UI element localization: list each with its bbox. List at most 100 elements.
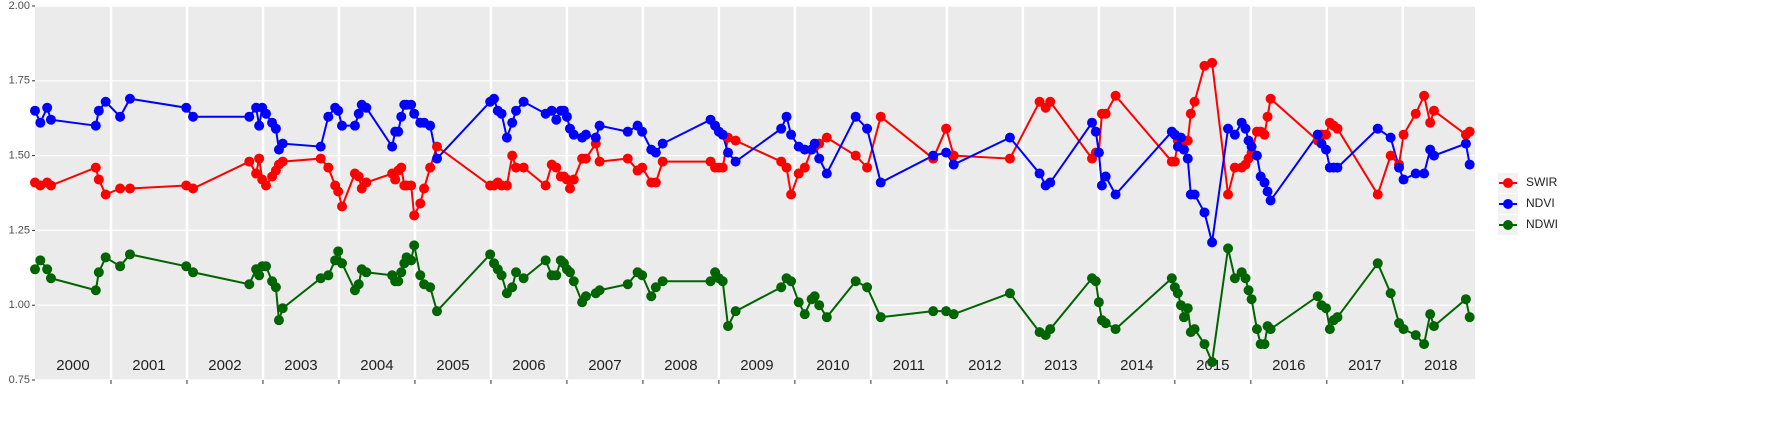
data-point xyxy=(115,261,126,272)
data-point xyxy=(705,276,716,287)
data-point xyxy=(353,279,364,290)
data-point xyxy=(1034,168,1045,179)
data-point xyxy=(244,111,255,122)
data-point xyxy=(1246,141,1257,152)
data-point xyxy=(1394,162,1405,173)
data-point xyxy=(862,123,873,134)
data-point xyxy=(1166,273,1177,284)
legend-label: NDVI xyxy=(1526,196,1555,210)
data-point xyxy=(323,270,334,281)
data-point xyxy=(657,276,668,287)
data-point xyxy=(1087,117,1098,128)
data-point xyxy=(717,162,728,173)
data-point xyxy=(941,147,952,158)
data-point xyxy=(1385,150,1396,161)
data-point xyxy=(637,270,648,281)
data-point xyxy=(875,111,886,122)
data-point xyxy=(1321,303,1332,314)
data-point xyxy=(511,267,522,278)
data-point xyxy=(809,138,820,149)
data-point xyxy=(1385,132,1396,143)
data-point xyxy=(1199,207,1210,218)
data-point xyxy=(941,306,952,317)
data-point xyxy=(361,102,372,113)
data-point xyxy=(244,279,255,290)
data-point xyxy=(1464,159,1475,170)
data-point xyxy=(254,153,265,164)
data-point xyxy=(124,183,135,194)
data-point xyxy=(1100,318,1111,329)
data-point xyxy=(1090,126,1101,137)
data-point xyxy=(1398,129,1409,140)
data-point xyxy=(1004,153,1015,164)
data-point xyxy=(124,93,135,104)
data-point xyxy=(409,210,420,221)
year-label: 2010 xyxy=(816,357,849,374)
data-point xyxy=(650,147,661,158)
data-point xyxy=(511,162,522,173)
year-label: 2001 xyxy=(132,357,165,374)
y-tick-label: 1.75 xyxy=(9,75,30,87)
data-point xyxy=(261,261,272,272)
data-point xyxy=(1246,294,1257,305)
data-point xyxy=(1312,291,1323,302)
data-point xyxy=(1419,90,1430,101)
data-point xyxy=(315,153,326,164)
data-point xyxy=(100,252,111,263)
data-point xyxy=(333,186,344,197)
data-point xyxy=(507,282,518,293)
data-point xyxy=(821,132,832,143)
data-point xyxy=(1045,96,1056,107)
data-point xyxy=(850,111,861,122)
data-point xyxy=(100,96,111,107)
data-point xyxy=(315,141,326,152)
data-point xyxy=(1425,309,1436,320)
legend-point xyxy=(1503,199,1513,209)
legend-label: NDWI xyxy=(1526,217,1558,231)
legend-label: SWIR xyxy=(1526,175,1558,189)
y-tick-label: 1.00 xyxy=(9,299,30,311)
data-point xyxy=(431,141,442,152)
data-point xyxy=(270,123,281,134)
data-point xyxy=(42,264,53,275)
data-point xyxy=(188,267,199,278)
data-point xyxy=(786,276,797,287)
data-point xyxy=(1090,276,1101,287)
data-point xyxy=(561,174,572,185)
data-point xyxy=(875,177,886,188)
data-point xyxy=(35,117,46,128)
data-point xyxy=(1199,60,1210,71)
data-point xyxy=(1207,357,1218,368)
data-point xyxy=(1189,324,1200,335)
data-point xyxy=(361,267,372,278)
data-point xyxy=(1428,150,1439,161)
data-point xyxy=(540,180,551,191)
data-point xyxy=(594,156,605,167)
data-point xyxy=(551,270,562,281)
data-point xyxy=(928,150,939,161)
data-point xyxy=(90,120,101,131)
data-point xyxy=(1321,129,1332,140)
data-point xyxy=(406,180,417,191)
data-point xyxy=(1100,171,1111,182)
year-label: 2005 xyxy=(436,357,469,374)
data-point xyxy=(485,249,496,260)
data-point xyxy=(564,267,575,278)
data-point xyxy=(793,297,804,308)
data-point xyxy=(90,285,101,296)
data-point xyxy=(1251,150,1262,161)
data-point xyxy=(1110,90,1121,101)
data-point xyxy=(333,246,344,257)
data-point xyxy=(622,279,633,290)
data-point xyxy=(1110,324,1121,335)
data-point xyxy=(850,276,861,287)
year-label: 2017 xyxy=(1348,357,1381,374)
data-point xyxy=(1093,147,1104,158)
data-point xyxy=(1223,123,1234,134)
data-point xyxy=(1259,339,1270,350)
data-point xyxy=(518,273,529,284)
data-point xyxy=(181,261,192,272)
data-point xyxy=(336,120,347,131)
data-point xyxy=(776,123,787,134)
